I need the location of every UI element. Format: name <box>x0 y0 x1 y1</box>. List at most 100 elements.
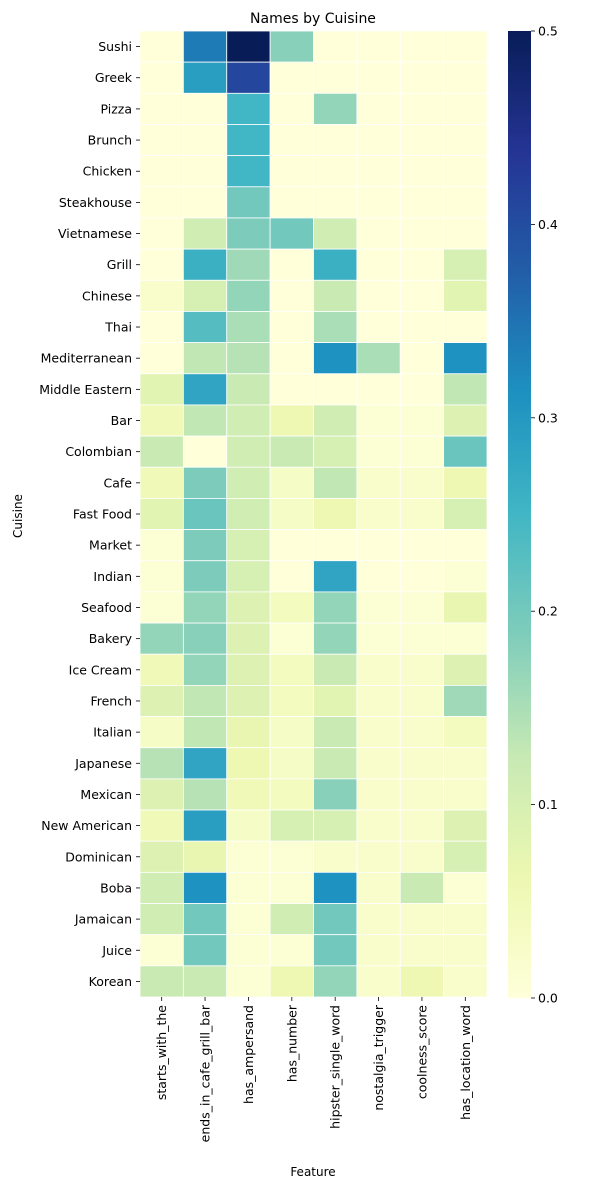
heatmap-cell <box>443 778 488 811</box>
heatmap-cell <box>182 248 228 281</box>
heatmap-cell <box>356 217 401 250</box>
heatmap-cell <box>269 435 314 468</box>
heatmap-cell <box>139 903 184 936</box>
heatmap-cell <box>139 466 184 499</box>
heatmap-cell <box>139 653 184 686</box>
y-tick-label: Grill <box>107 257 132 272</box>
y-tick-label: Sushi <box>98 39 132 54</box>
x-tick-label: has_number <box>284 1004 299 1082</box>
y-tick-label: Jamaican <box>74 912 132 927</box>
heatmap-cell <box>269 155 314 188</box>
heatmap-cell <box>269 30 314 63</box>
heatmap-cell <box>139 342 184 375</box>
heatmap-cell <box>399 498 445 530</box>
heatmap-cell <box>443 622 488 655</box>
heatmap-cell <box>182 342 228 375</box>
heatmap-cell <box>182 435 228 468</box>
y-tick-label: French <box>90 693 132 708</box>
heatmap-cell <box>226 342 271 375</box>
heatmap-cell <box>399 560 445 593</box>
colorbar-tick-label: 0.3 <box>538 410 558 425</box>
heatmap-cell <box>226 61 271 94</box>
heatmap-cell <box>139 30 184 63</box>
heatmap-cell <box>139 871 184 904</box>
heatmap-cell <box>226 373 271 406</box>
heatmap-cell <box>182 373 228 406</box>
heatmap-cell <box>139 840 184 873</box>
heatmap-cell <box>356 92 401 125</box>
heatmap-cell <box>313 560 358 593</box>
heatmap-cell <box>356 124 401 157</box>
heatmap-cell <box>443 404 488 437</box>
y-tick-label: Japanese <box>74 756 132 771</box>
y-tick-label: Cafe <box>104 475 133 490</box>
heatmap-cell <box>139 311 184 344</box>
heatmap-cell <box>399 778 445 811</box>
heatmap-cell <box>139 591 184 624</box>
heatmap-cell <box>443 560 488 593</box>
heatmap-cell <box>313 809 358 842</box>
heatmap-cell <box>356 61 401 94</box>
heatmap-cell <box>356 778 401 811</box>
heatmap-cell <box>356 934 401 967</box>
y-tick-label: Italian <box>93 725 132 740</box>
heatmap-cell <box>269 591 314 624</box>
heatmap-cell <box>139 186 184 219</box>
heatmap-cell <box>182 61 228 94</box>
heatmap-cell <box>443 186 488 219</box>
heatmap-cell <box>356 903 401 936</box>
y-tick-label: Market <box>89 538 132 553</box>
heatmap-cell <box>356 747 401 780</box>
heatmap-cell <box>139 404 184 437</box>
heatmap-cell <box>399 529 445 562</box>
heatmap-cell <box>399 30 445 63</box>
heatmap-cell <box>356 529 401 562</box>
heatmap-cell <box>139 435 184 468</box>
heatmap-cell <box>443 342 488 375</box>
heatmap-cell <box>356 653 401 686</box>
heatmap-cell <box>139 529 184 562</box>
heatmap-cell <box>443 279 488 312</box>
heatmap-cell <box>313 373 358 406</box>
x-tick-label: coolness_score <box>414 1005 429 1099</box>
heatmap-cell <box>182 186 228 219</box>
heatmap-cell <box>399 435 445 468</box>
y-tick-label: Chinese <box>82 288 132 303</box>
heatmap-cell <box>313 747 358 780</box>
heatmap-cell <box>443 716 488 749</box>
heatmap-cell <box>269 498 314 530</box>
heatmap-cell <box>226 809 271 842</box>
heatmap-cell <box>313 30 358 63</box>
y-tick-label: Steakhouse <box>59 195 132 210</box>
heatmap-cell <box>139 809 184 842</box>
heatmap-cell <box>226 934 271 967</box>
colorbar-tick-label: 0.2 <box>538 604 558 619</box>
heatmap-cell <box>356 716 401 749</box>
heatmap-cell <box>269 279 314 312</box>
heatmap-cell <box>269 217 314 250</box>
heatmap-cell <box>182 716 228 749</box>
heatmap-cell <box>356 498 401 530</box>
heatmap-cell <box>226 529 271 562</box>
heatmap-cell <box>182 653 228 686</box>
y-tick-label: Dominican <box>65 849 132 864</box>
heatmap-cell <box>356 840 401 873</box>
heatmap-cell <box>399 809 445 842</box>
heatmap-cell <box>269 311 314 344</box>
heatmap-cell <box>313 840 358 873</box>
heatmap-cell <box>182 155 228 188</box>
heatmap-cell <box>443 435 488 468</box>
heatmap-cell <box>313 92 358 125</box>
heatmap-cell <box>226 466 271 499</box>
heatmap-cell <box>399 653 445 686</box>
heatmap-cell <box>356 404 401 437</box>
y-tick-label: Middle Eastern <box>39 382 132 397</box>
colorbar-tick-label: 0.4 <box>538 217 558 232</box>
y-tick-label: Thai <box>104 320 132 335</box>
heatmap-cell <box>139 622 184 655</box>
heatmap-cell <box>356 684 401 717</box>
heatmap-cell <box>269 622 314 655</box>
y-tick-label: Boba <box>100 880 132 895</box>
heatmap-cell <box>356 622 401 655</box>
